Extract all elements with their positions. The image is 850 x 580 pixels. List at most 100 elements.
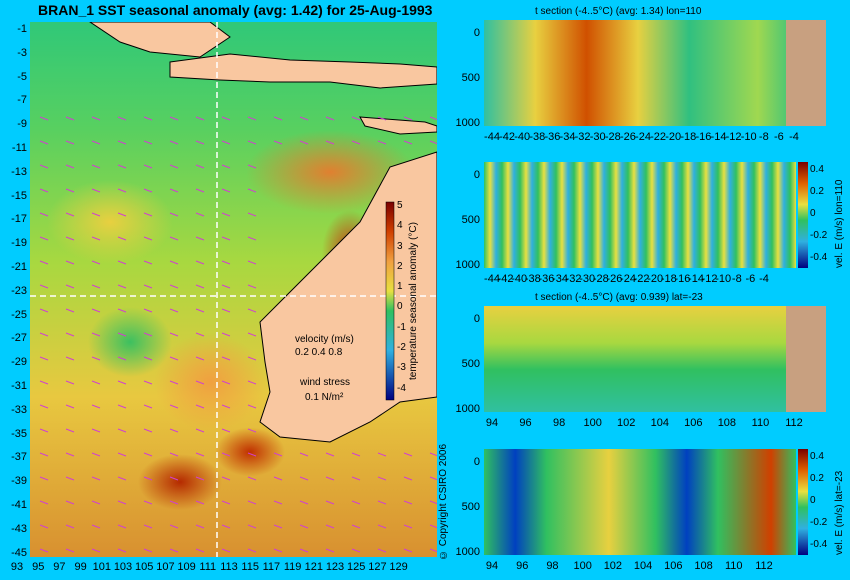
velocity-cbar-label: vel. E (m/s) lat=-23 — [834, 470, 845, 555]
section-x-tick-label: -6 — [745, 273, 756, 285]
section-x-tick-label: -34 — [559, 131, 576, 143]
wind-arrow — [143, 308, 153, 313]
section-x-tick-label: -26 — [619, 131, 636, 143]
wind-arrow — [91, 164, 101, 169]
wind-arrow — [195, 212, 205, 217]
wind-arrow — [247, 476, 257, 481]
wind-arrow — [117, 308, 127, 313]
wind-arrow — [247, 452, 257, 457]
depth-tick-label: 500 — [461, 358, 480, 370]
wind-arrow — [169, 116, 179, 121]
depth-tick-label: 500 — [461, 214, 480, 226]
lon-tick-label: 97 — [53, 561, 66, 573]
wind-arrow — [169, 404, 179, 409]
wind-arrow — [143, 188, 153, 193]
wind-arrow — [325, 548, 335, 553]
wind-arrow — [143, 236, 153, 241]
wind-arrow — [247, 188, 257, 193]
wind-arrow — [403, 452, 413, 457]
wind-arrow — [221, 212, 231, 217]
wind-arrow — [65, 236, 75, 241]
lat-tick-label: -13 — [11, 165, 27, 178]
wind-arrow — [117, 260, 127, 265]
section-x-tick-label: 94 — [485, 417, 499, 429]
wind-arrow — [65, 500, 75, 505]
wind-arrow — [247, 164, 257, 169]
wind-arrow — [91, 452, 101, 457]
wind-arrow — [195, 308, 205, 313]
wind-arrow — [169, 332, 179, 337]
wind-arrow — [221, 548, 231, 553]
wind-arrow — [403, 116, 413, 121]
velocity-cbar-tick: -0.4 — [810, 252, 828, 263]
section-x-tick-label: 110 — [724, 560, 743, 572]
wind-arrow — [65, 116, 75, 121]
section-x-tick-label: 98 — [546, 560, 559, 572]
wind-arrow — [169, 524, 179, 529]
wind-arrow — [65, 452, 75, 457]
section-x-tick-label: 106 — [664, 560, 683, 572]
wind-arrow — [65, 380, 75, 385]
land-mask — [786, 306, 826, 412]
wind-arrow — [351, 500, 361, 505]
land-timor — [359, 116, 437, 135]
wind-arrow — [39, 332, 49, 337]
section-x-tick-label: -36 — [538, 273, 555, 285]
section-x-tick-label: -6 — [774, 131, 784, 143]
section-x-tick-label: -32 — [565, 273, 582, 285]
wind-arrow — [351, 116, 361, 121]
wind-arrow — [351, 548, 361, 553]
wind-arrow — [65, 188, 75, 193]
wind-arrow — [117, 404, 127, 409]
wind-arrow — [377, 476, 387, 481]
wind-arrow — [91, 500, 101, 505]
wind-arrow — [247, 212, 257, 217]
wind-arrow — [195, 452, 205, 457]
wind-arrow — [247, 356, 257, 361]
colorbar-label: temperature seasonal anomaly (°C) — [408, 222, 419, 380]
colorbar-ticks: 5 4 3 2 1 0 -1 -2 -3 -4 — [397, 196, 406, 399]
wind-arrow — [195, 404, 205, 409]
wind-arrow — [299, 452, 309, 457]
wind-arrow — [91, 260, 101, 265]
section-x-tick-label: -36 — [544, 131, 561, 143]
wind-arrow — [117, 212, 127, 217]
wind-arrow — [247, 284, 257, 289]
section-x-tick-label: -28 — [604, 131, 621, 143]
wind-arrow — [169, 164, 179, 169]
wind-arrow — [247, 116, 257, 121]
lon-tick-label: 107 — [156, 561, 175, 573]
wind-arrow — [143, 356, 153, 361]
section-x-tick-label: -10 — [740, 131, 757, 143]
wind-arrow — [325, 116, 335, 121]
lon-tick-label: 101 — [92, 561, 111, 573]
section-x-tick-label: 108 — [694, 560, 713, 572]
wind-arrow — [143, 116, 153, 121]
wind-arrow — [117, 476, 127, 481]
wind-arrow — [169, 476, 179, 481]
wind-arrow — [195, 524, 205, 529]
wind-arrow — [91, 188, 101, 193]
section-x-tick-label: 102 — [617, 417, 636, 429]
velocity-colorbar — [798, 449, 808, 555]
section-x-tick-label: -40 — [514, 131, 531, 143]
wind-arrow — [377, 116, 387, 121]
wind-arrow — [143, 332, 153, 337]
velocity-cbar-tick: -0.2 — [810, 230, 828, 241]
land-mask — [786, 20, 826, 126]
wind-arrow — [221, 476, 231, 481]
section-x-tick-label: -14 — [710, 131, 727, 143]
section-x-tick-label: 112 — [785, 417, 803, 429]
wind-arrow — [117, 428, 127, 433]
wind-arrow — [143, 164, 153, 169]
wind-arrow — [299, 500, 309, 505]
wind-arrow — [91, 548, 101, 553]
wind-arrow — [117, 140, 127, 145]
section-x-tick-label: -32 — [574, 131, 591, 143]
section-x-tick-label: 98 — [552, 417, 566, 429]
wind-arrow — [273, 500, 283, 505]
velocity-cbar-label: vel. E (m/s) lon=110 — [834, 179, 845, 268]
lon-tick-label: 119 — [283, 561, 302, 573]
lon-tick-label: 105 — [135, 561, 154, 573]
wind-arrow — [143, 452, 153, 457]
